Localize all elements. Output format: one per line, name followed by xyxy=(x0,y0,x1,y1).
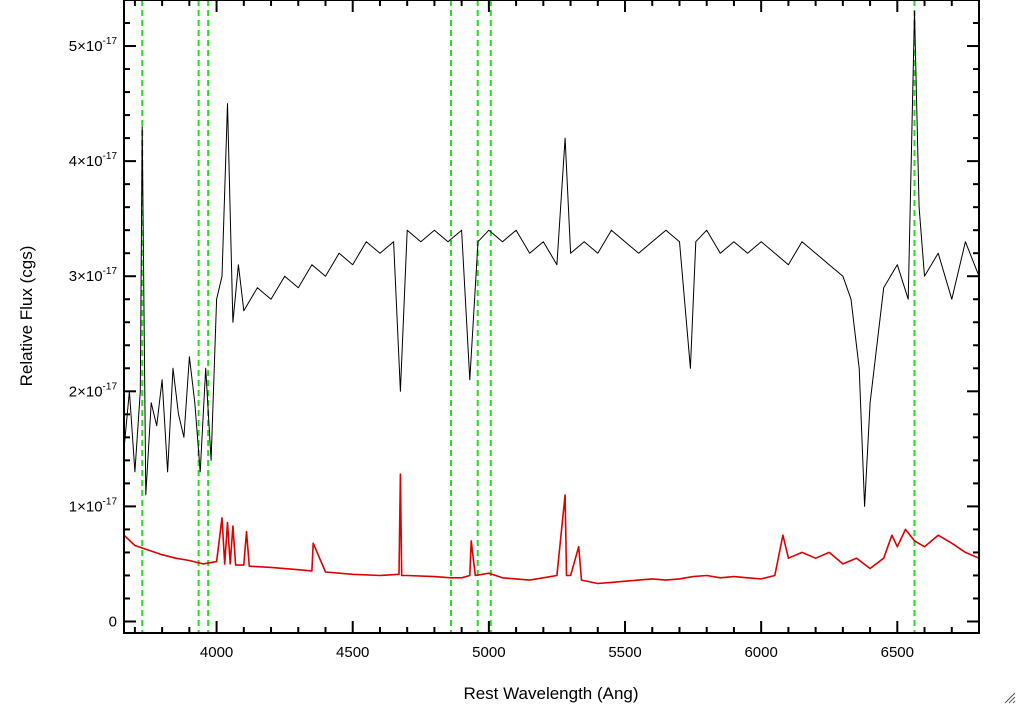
x-tick-label: 5500 xyxy=(608,644,641,661)
axis-ticks xyxy=(124,0,980,633)
model-spectrum-line xyxy=(123,473,980,585)
reference-lines xyxy=(141,0,916,633)
x-tick-label: 6500 xyxy=(881,644,914,661)
x-tick-label: 4500 xyxy=(336,644,369,661)
x-tick-labels: 4000 4500 5000 5500 6000 6500 xyxy=(200,644,914,661)
resize-grip-icon[interactable] xyxy=(1004,692,1016,704)
plot-frame xyxy=(123,0,980,634)
y-tick-label: 0 xyxy=(109,613,117,630)
x-axis-label: Rest Wavelength (Ang) xyxy=(463,684,638,703)
y-tick-label: 3×10-17 xyxy=(69,266,118,285)
y-tick-label: 1×10-17 xyxy=(69,496,118,515)
y-tick-labels: 0 1×10-17 2×10-17 3×10-17 4×10-17 5×10-17 xyxy=(69,36,118,630)
x-tick-label: 4000 xyxy=(200,644,233,661)
y-tick-label: 5×10-17 xyxy=(69,36,118,55)
x-tick-label: 5000 xyxy=(472,644,505,661)
series-layer xyxy=(123,11,980,585)
y-tick-label: 4×10-17 xyxy=(69,151,118,170)
observed-spectrum-line xyxy=(123,11,980,507)
y-tick-label: 2×10-17 xyxy=(69,381,118,400)
y-axis-label: Relative Flux (cgs) xyxy=(17,246,36,387)
x-tick-label: 6000 xyxy=(744,644,777,661)
